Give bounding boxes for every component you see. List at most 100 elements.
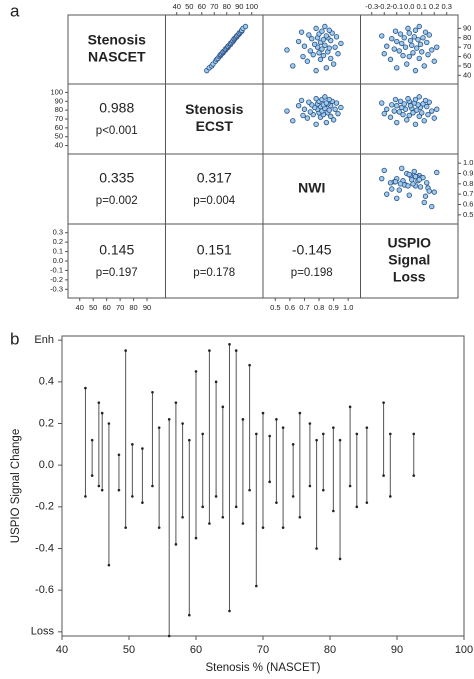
tick-label: 70: [210, 2, 218, 11]
y-tick-label: Enh: [34, 334, 54, 346]
variable-label: Signal: [388, 252, 430, 268]
correlation-p: p<0.001: [96, 125, 138, 137]
range-high: [228, 343, 231, 346]
range-high: [151, 390, 154, 394]
correlation-p: p=0.198: [291, 267, 333, 279]
scatter-point: [338, 40, 344, 47]
scatter-point: [412, 67, 419, 74]
panel-label: a: [10, 1, 20, 20]
scatter-point: [320, 36, 327, 43]
variable-label: NASCET: [88, 49, 146, 65]
scatter-point: [431, 115, 437, 121]
scatter-point: [330, 61, 337, 67]
range-low: [291, 495, 295, 498]
y-tick-label: -0.6: [35, 584, 54, 596]
scatter-point: [406, 112, 412, 119]
tick-label: 0.1: [53, 247, 63, 256]
scatter-point: [300, 53, 306, 60]
scatter-point: [389, 186, 395, 192]
range-high: [100, 411, 104, 415]
scatter-point: [391, 46, 397, 52]
x-tick-label: 50: [123, 644, 135, 656]
x-tick-label: 90: [391, 644, 403, 656]
scatter-point: [242, 23, 249, 30]
x-tick-label: 100: [455, 644, 473, 656]
scatter-point: [323, 119, 330, 126]
scatter-point: [429, 203, 435, 210]
tick-label: 0.1: [417, 2, 427, 11]
tick-label: -0.3: [50, 284, 63, 293]
range-low: [412, 474, 416, 477]
range-low: [308, 484, 312, 488]
scatter-point: [335, 51, 341, 57]
scatter-point: [407, 37, 414, 44]
scatter-point: [412, 27, 419, 33]
scatter-point: [328, 55, 334, 62]
scatter-point: [284, 47, 290, 53]
range-low: [332, 509, 335, 513]
tick-label: 0.0: [404, 2, 414, 11]
range-high: [298, 411, 302, 415]
tick-label: -0.3: [365, 2, 378, 11]
scatter-point: [394, 195, 400, 201]
tick-label: 40: [173, 2, 181, 11]
tick-label: 80: [223, 2, 231, 11]
scatter-point: [313, 95, 319, 102]
scatter-point: [307, 109, 313, 115]
scatter-point: [391, 108, 397, 114]
scatter-point: [404, 61, 410, 67]
scatter-point: [389, 102, 395, 108]
scatter-point: [307, 48, 313, 54]
range-high: [308, 422, 312, 425]
tick-label: 60: [102, 303, 110, 312]
scatter-point: [417, 184, 424, 190]
scatter-point: [422, 193, 429, 199]
scatter-point: [322, 42, 328, 48]
scatter-point: [384, 106, 390, 112]
scatter-point: [417, 41, 424, 48]
tick-label: 100: [50, 87, 63, 96]
scatter-point: [387, 56, 394, 63]
scatter-point: [381, 51, 387, 57]
panel-label: b: [10, 329, 19, 348]
range-high: [194, 370, 198, 373]
scatter-point: [284, 108, 290, 114]
range-low: [84, 495, 87, 498]
tick-label: -0.1: [390, 2, 403, 11]
scatter-point: [416, 23, 422, 30]
scatter-point: [301, 43, 308, 49]
range-high: [382, 401, 385, 404]
scatter-point: [306, 99, 312, 105]
range-high: [167, 418, 171, 421]
range-high: [234, 349, 238, 352]
scatter-point: [328, 113, 334, 120]
scatter-point: [424, 180, 430, 186]
tick-label: 0.0: [53, 256, 63, 265]
scatter-point: [394, 103, 400, 109]
range-low: [208, 522, 211, 525]
tick-label: 90: [235, 2, 243, 11]
scatter-point: [330, 117, 337, 123]
scatter-point: [411, 168, 417, 175]
range-low: [131, 495, 134, 498]
scatter-point: [399, 104, 405, 111]
tick-label: -0.1: [50, 265, 63, 274]
tick-label: 0.8: [314, 303, 324, 312]
range-high: [389, 432, 392, 436]
scatter-point: [394, 119, 400, 126]
range-high: [338, 438, 342, 442]
variable-label: NWI: [298, 180, 325, 196]
scatter-point: [420, 101, 426, 107]
y-axis-label: USPIO Signal Change: [10, 429, 22, 543]
range-low: [389, 495, 392, 498]
scatter-point: [400, 52, 406, 59]
scatter-point: [419, 110, 425, 116]
range-low: [338, 557, 342, 561]
variable-label: Loss: [393, 269, 426, 285]
range-low: [107, 563, 111, 567]
scatter-point: [317, 56, 324, 63]
scatter-point: [295, 38, 302, 45]
tick-label: 40: [55, 141, 63, 150]
scatter-point: [397, 31, 404, 37]
range-low: [157, 526, 161, 529]
